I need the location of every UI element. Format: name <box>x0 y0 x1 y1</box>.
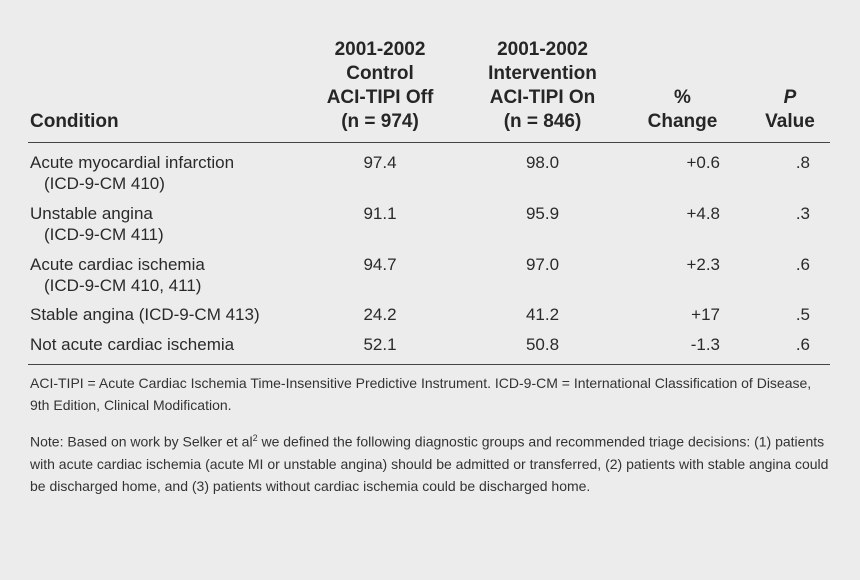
condition-name: Stable angina (ICD-9-CM 413) <box>30 305 260 324</box>
control-value: 91.1 <box>363 204 397 223</box>
header-condition: Condition <box>30 110 119 134</box>
header-pvalue: P Value <box>745 86 835 134</box>
condition-name: Not acute cardiac ischemia <box>30 335 235 354</box>
condition-name: Unstable angina <box>30 204 153 223</box>
change-value: -1.3 <box>690 335 720 354</box>
control-value: 24.2 <box>363 305 397 324</box>
note-footnote: Note: Based on work by Selker et al2 we … <box>30 427 830 497</box>
header-control-line4: (n = 974) <box>341 111 419 132</box>
condition-name: Acute cardiac ischemia <box>30 255 205 274</box>
header-control-line1: 2001-2002 <box>334 39 426 60</box>
p-value: .6 <box>795 335 810 354</box>
condition-cell: Acute cardiac ischemia (ICD-9-CM 410, 41… <box>30 254 205 296</box>
header-intervention-line4: (n = 846) <box>503 111 582 132</box>
p-value: .8 <box>795 153 810 172</box>
condition-code: (ICD-9-CM 410, 411) <box>44 276 202 295</box>
intervention-value: 97.0 <box>525 255 560 274</box>
header-pvalue-line2: Value <box>765 111 815 132</box>
header-change-line1: % <box>674 87 691 108</box>
header-intervention-line2: Intervention <box>488 63 597 84</box>
condition-code: (ICD-9-CM 411) <box>44 225 164 244</box>
condition-cell: Unstable angina (ICD-9-CM 411) <box>30 203 164 245</box>
reference-superscript: 2 <box>252 433 258 443</box>
intervention-value: 98.0 <box>525 153 560 172</box>
change-value: +17 <box>691 305 720 324</box>
header-pvalue-line1: P <box>783 87 797 108</box>
condition-cell: Stable angina (ICD-9-CM 413) <box>30 304 260 325</box>
header-condition-label: Condition <box>30 111 119 132</box>
intervention-value: 50.8 <box>525 335 560 354</box>
header-rule <box>28 142 830 143</box>
p-value: .6 <box>795 255 810 274</box>
intervention-value: 41.2 <box>525 305 560 324</box>
p-value: .3 <box>795 204 810 223</box>
header-control-line3: ACI-TIPI Off <box>326 87 434 108</box>
condition-name: Acute myocardial infarction <box>30 153 235 172</box>
control-value: 52.1 <box>363 335 397 354</box>
p-value: .5 <box>795 305 810 324</box>
header-intervention-line1: 2001-2002 <box>497 39 588 60</box>
header-control-line2: Control <box>346 63 414 84</box>
header-change-line2: Change <box>647 111 718 132</box>
header-control: 2001-2002 Control ACI-TIPI Off (n = 974) <box>300 38 460 134</box>
control-value: 97.4 <box>363 153 397 172</box>
header-change: % Change <box>635 86 730 134</box>
condition-code: (ICD-9-CM 410) <box>44 174 165 193</box>
change-value: +2.3 <box>686 255 720 274</box>
intervention-value: 95.9 <box>525 204 560 223</box>
header-intervention: 2001-2002 Intervention ACI-TIPI On (n = … <box>460 38 625 134</box>
change-value: +0.6 <box>686 153 720 172</box>
condition-cell: Not acute cardiac ischemia <box>30 334 234 355</box>
header-intervention-line3: ACI-TIPI On <box>489 87 596 108</box>
table-bottom-rule <box>28 364 830 365</box>
condition-cell: Acute myocardial infarction (ICD-9-CM 41… <box>30 152 234 194</box>
control-value: 94.7 <box>363 255 397 274</box>
note-text-end: we defined the following diagnostic grou… <box>30 433 829 494</box>
note-text-start: Note: Based on work by Selker et al <box>30 433 253 450</box>
abbreviations-footnote: ACI-TIPI = Acute Cardiac Ischemia Time-I… <box>30 375 812 413</box>
change-value: +4.8 <box>686 204 720 223</box>
